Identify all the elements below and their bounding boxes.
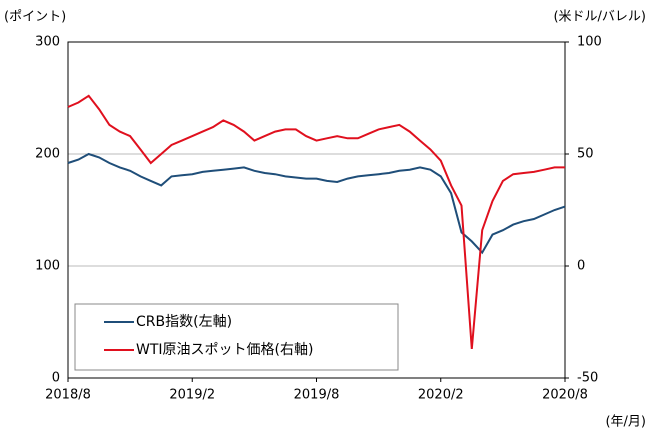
x-tick-label: 2020/2 (418, 388, 464, 403)
y2-tick-label: 50 (577, 147, 594, 162)
x-tick-label: 2018/8 (45, 388, 91, 403)
y-tick-label: 100 (35, 259, 60, 274)
legend-label: CRB指数(左軸) (136, 314, 232, 330)
data-line (67, 152, 566, 255)
y-tick-label: 200 (35, 147, 60, 162)
y2-tick-label: -50 (577, 371, 598, 386)
data-line (67, 94, 565, 349)
y2-tick-label: 100 (577, 35, 602, 50)
plot-frame (67, 41, 566, 379)
y2-axis-label: (米ドル/バレル) (553, 10, 646, 25)
x-axis-label: (年/月) (605, 415, 646, 430)
y-axis-label: (ポイント) (4, 10, 66, 25)
y2-tick-label: 0 (577, 259, 585, 274)
x-tick-label: 2019/8 (294, 388, 340, 403)
legend-label: WTI原油スポット価格(右軸) (136, 342, 313, 358)
x-tick-label: 2019/2 (169, 388, 215, 403)
y-tick-label: 0 (52, 371, 60, 386)
legend-box (74, 303, 399, 371)
x-tick-label: 2020/8 (542, 388, 588, 403)
y-tick-label: 300 (35, 35, 60, 50)
